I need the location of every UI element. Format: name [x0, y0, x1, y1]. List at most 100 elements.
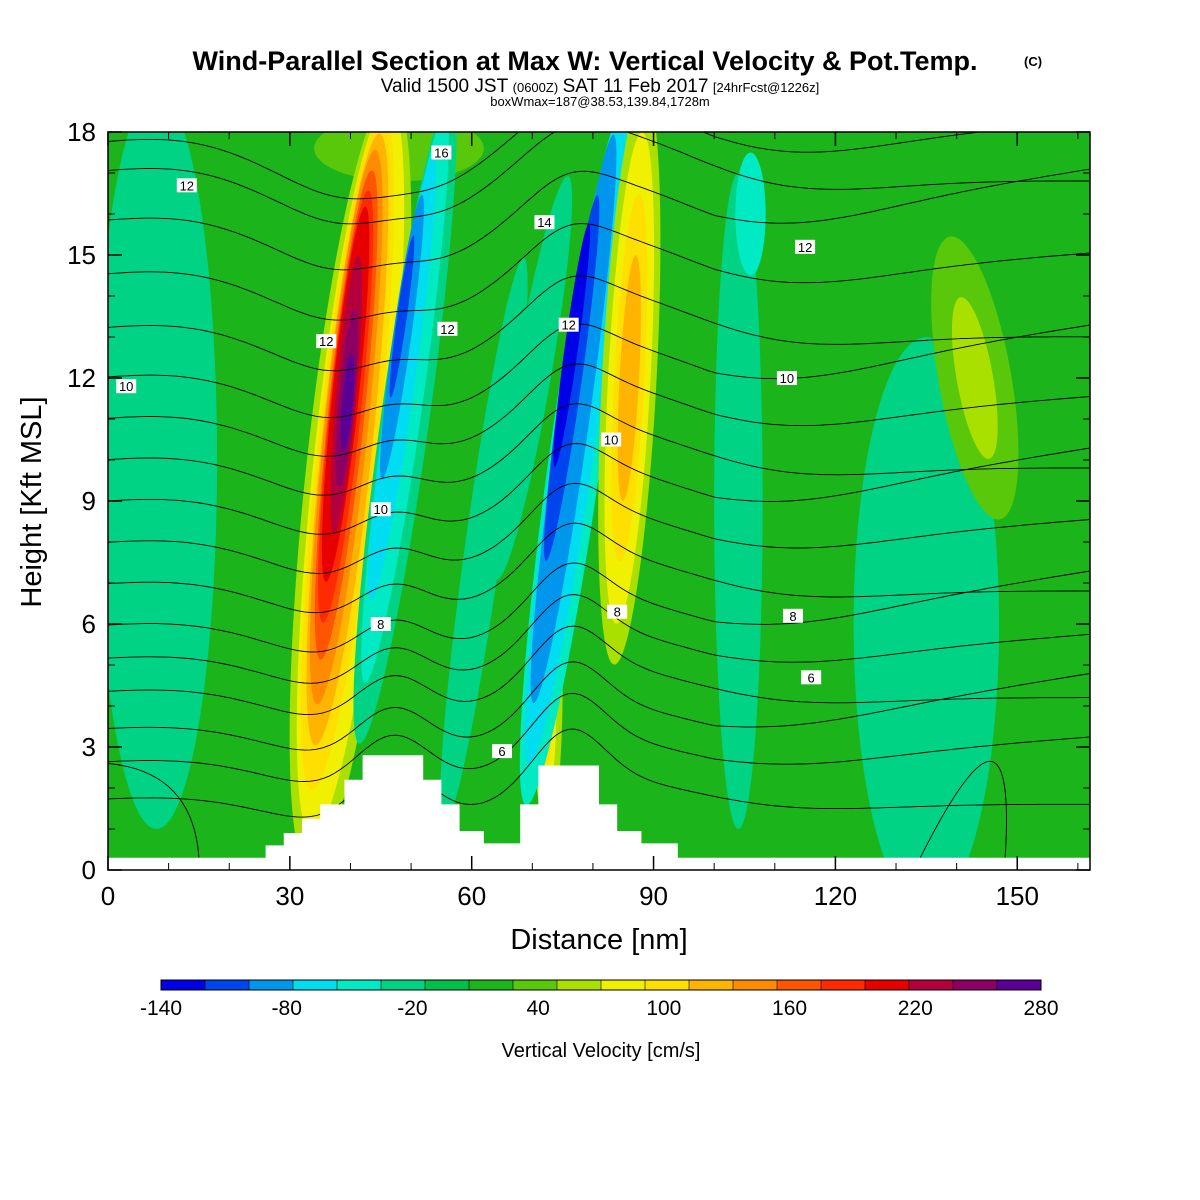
axes: 0 30 60 90 120 150 0 3 6 9 12 15 18	[67, 117, 1090, 911]
x-tick-label: 30	[275, 881, 304, 911]
pot-temp-contour	[108, 692, 1090, 782]
colorbar-tick-label: 40	[526, 997, 549, 1020]
x-axis-label: Distance [nm]	[510, 924, 687, 956]
y-tick-label: 15	[67, 240, 96, 270]
velocity-region	[492, 176, 573, 580]
colorbar-swatch	[469, 980, 514, 990]
pot-temp-contour	[108, 132, 985, 200]
contour-label-text: 8	[377, 617, 384, 632]
colorbar-swatch	[337, 980, 382, 990]
contour-label-text: 6	[808, 670, 815, 685]
x-tick-label: 60	[457, 881, 486, 911]
y-tick-label: 18	[67, 117, 96, 147]
colorbar-swatch	[425, 980, 470, 990]
x-tick-label: 0	[101, 881, 115, 911]
contour-label: 10	[601, 432, 622, 448]
contour-label-text: 10	[604, 433, 618, 448]
pot-temp-contour	[108, 403, 1090, 496]
pot-temp-contour	[108, 522, 1090, 614]
velocity-region	[735, 152, 766, 276]
pot-temp-contour	[108, 661, 1090, 751]
colorbar-swatch	[249, 980, 294, 990]
contour-label-text: 8	[614, 605, 621, 620]
contour-label: 10	[116, 379, 137, 394]
y-axis-label: Height [Kft MSL]	[16, 396, 48, 607]
y-tick-label: 0	[82, 855, 96, 885]
contour-label: 10	[370, 502, 391, 517]
velocity-region	[108, 132, 218, 829]
contour-label: 12	[795, 239, 816, 255]
colorbar-tick-label: -140	[140, 997, 182, 1020]
colorbar: -140 -80 -20 40 100 160 220 280	[140, 979, 1059, 1020]
contour-label-text: 10	[780, 371, 794, 386]
terrain	[108, 755, 1090, 870]
velocity-region	[340, 353, 355, 452]
colorbar-swatch	[161, 980, 206, 990]
colorbar-swatch	[821, 980, 866, 990]
contour-label: 16	[431, 145, 452, 161]
contour-label-text: 12	[180, 178, 194, 193]
colorbar-label: Vertical Velocity [cm/s]	[502, 1040, 701, 1062]
x-tick-label: 120	[814, 881, 857, 911]
colorbar-swatch	[909, 980, 954, 990]
colorbar-tick-label: 160	[772, 997, 807, 1020]
colorbar-swatch	[777, 980, 822, 990]
contour-label-text: 12	[798, 240, 812, 255]
colorbar-swatch	[645, 980, 690, 990]
pot-temp-contour	[108, 275, 1090, 372]
pot-temp-contour	[108, 762, 200, 858]
colorbar-swatch	[381, 980, 426, 990]
contour-label-text: 8	[789, 609, 796, 624]
velocity-region	[553, 223, 591, 468]
contour-label: 8	[607, 604, 628, 620]
pot-temp-contour	[108, 728, 1090, 818]
contour-label: 8	[782, 608, 803, 624]
contour-label-text: 10	[119, 379, 133, 394]
y-tick-label: 12	[67, 363, 96, 393]
pot-temp-contour	[108, 223, 1090, 321]
velocity-region	[389, 235, 415, 398]
pot-temp-contour	[108, 594, 1090, 684]
colorbar-swatch	[997, 980, 1042, 990]
chart-info: boxWmax=187@38.53,139.84,1728m	[490, 94, 710, 109]
x-tick-label: 90	[639, 881, 668, 911]
pot-temp-contour	[108, 625, 1090, 716]
contour-label: 12	[176, 178, 197, 193]
velocity-region	[951, 297, 998, 459]
colorbar-swatch	[689, 980, 734, 990]
colorbar-tick-label: 280	[1023, 997, 1058, 1020]
title-mark: (C)	[1024, 54, 1042, 69]
velocity-region	[440, 257, 528, 827]
y-tick-label: 9	[82, 486, 96, 516]
y-tick-label: 6	[82, 609, 96, 639]
chart-title: Wind-Parallel Section at Max W: Vertical…	[193, 46, 978, 76]
colorbar-tick-label: 220	[898, 997, 933, 1020]
contour-label: 12	[316, 334, 337, 349]
contour-label-text: 10	[374, 502, 388, 517]
colorbar-swatch	[601, 980, 646, 990]
colorbar-swatch	[205, 980, 250, 990]
contour-label-text: 12	[319, 334, 333, 349]
colorbar-swatch	[293, 980, 338, 990]
chart-subtitle: Valid 1500 JST (0600Z) SAT 11 Feb 2017 […	[381, 76, 820, 97]
colorbar-tick-label: -20	[397, 997, 427, 1020]
subtitle-forecast: [24hrFcst@1226z]	[713, 80, 819, 95]
pot-temp-contour	[108, 562, 1090, 653]
pot-temp-contours	[108, 132, 1090, 858]
colorbar-swatch	[557, 980, 602, 990]
pot-temp-contour	[108, 323, 1090, 419]
contour-label-text: 6	[498, 744, 505, 759]
colorbar-swatch	[733, 980, 778, 990]
contour-label: 10	[776, 371, 797, 386]
x-tick-label: 150	[996, 881, 1039, 911]
contour-label: 12	[437, 321, 458, 337]
contour-label: 6	[801, 670, 822, 685]
contour-label: 12	[558, 317, 579, 333]
contour-labels: 12 16 14 12 12 12 12 10 10 10 10 8 8 8 6 6	[116, 145, 822, 759]
pot-temp-contour	[108, 132, 1090, 225]
velocity-region	[617, 255, 641, 501]
subtitle-valid: Valid 1500 JST	[381, 76, 509, 97]
contour-label: 8	[370, 617, 391, 632]
colorbar-swatch	[865, 980, 910, 990]
contour-label-text: 12	[561, 318, 575, 333]
